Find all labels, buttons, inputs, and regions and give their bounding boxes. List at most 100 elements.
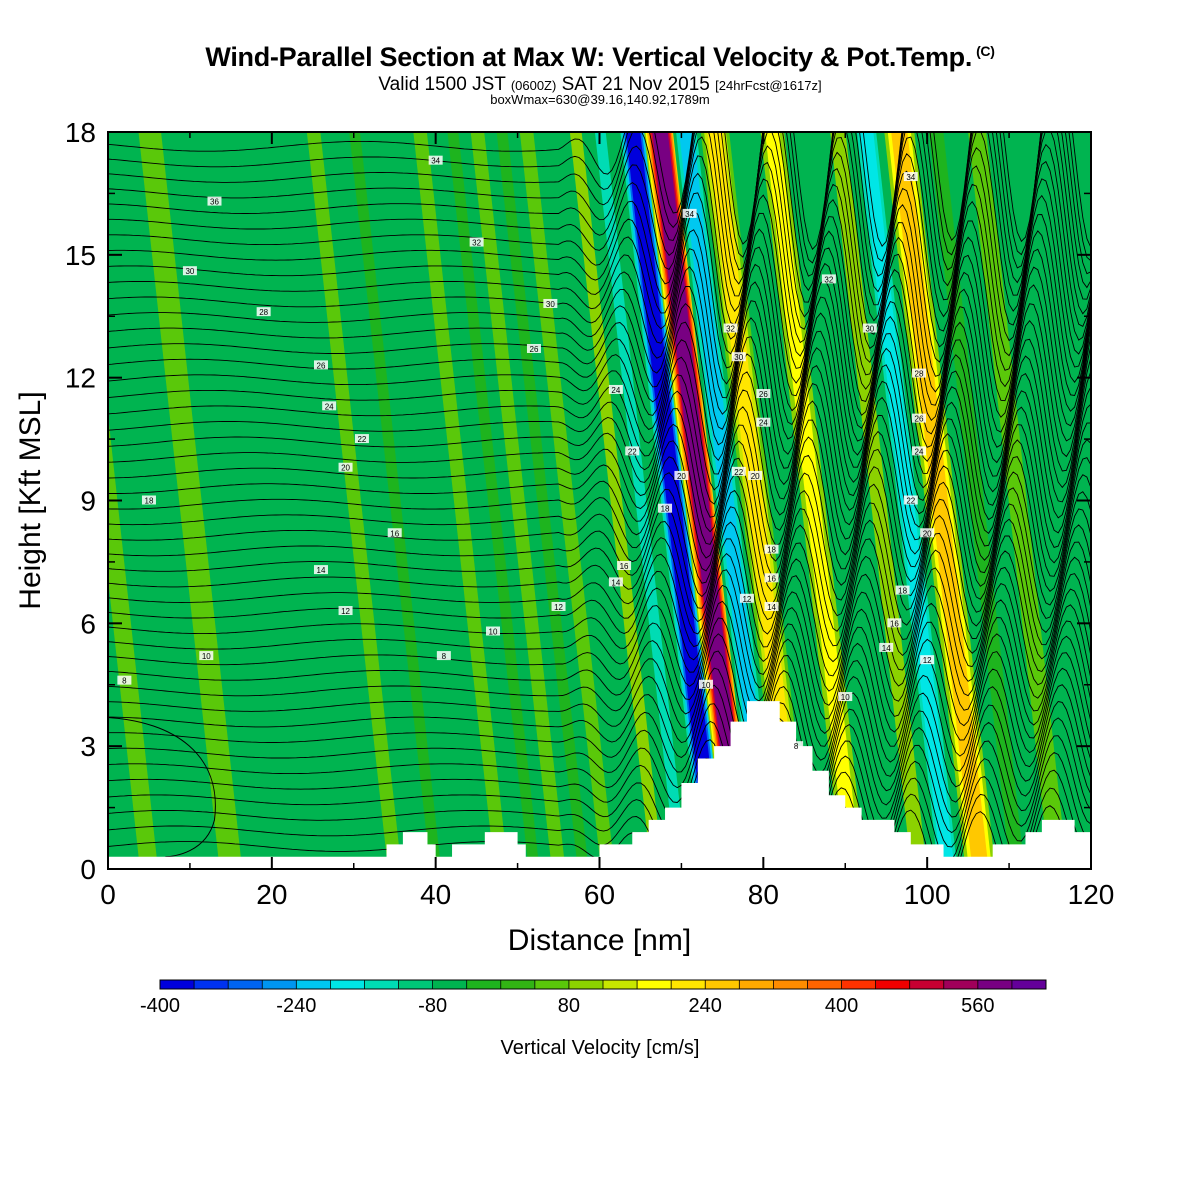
theta-label-bg <box>731 352 746 362</box>
theta-label-32: 22 <box>731 466 746 477</box>
colorbar-tick-label-5: 400 <box>825 995 858 1017</box>
theta-label-text: 14 <box>882 644 891 653</box>
theta-label-31: 20 <box>748 470 763 481</box>
theta-label-bg <box>207 196 222 206</box>
theta-label-25: 8 <box>436 651 451 661</box>
theta-label-24: 10 <box>486 626 501 637</box>
theta-label-text: 30 <box>185 267 194 276</box>
theta-label-42: 28 <box>911 368 926 379</box>
theta-label-45: 22 <box>903 495 918 506</box>
y-tick-label-1: 3 <box>80 731 96 762</box>
theta-label-bg <box>764 601 779 611</box>
x-axis-label: Distance [nm] <box>508 924 691 957</box>
theta-contour-35 <box>108 212 1091 393</box>
theta-label-bg <box>756 417 771 427</box>
theta-label-19: 20 <box>674 470 689 481</box>
theta-label-text: 10 <box>202 652 211 661</box>
theta-contour-7 <box>108 684 1091 792</box>
velocity-band-15-2 <box>707 132 804 869</box>
chart-title: Wind-Parallel Section at Max W: Vertical… <box>205 42 995 72</box>
theta-label-11: 30 <box>182 266 197 276</box>
x-tick-label-3: 60 <box>584 879 615 910</box>
theta-contour-29 <box>108 312 1091 477</box>
theta-label-bg <box>756 389 771 399</box>
theta-label-text: 24 <box>611 386 620 395</box>
theta-contour-labels: 8101214161820222426283032343630262422201… <box>117 155 935 751</box>
theta-contour-11 <box>108 617 1091 735</box>
theta-label-bg <box>674 470 689 480</box>
y-tick-label-2: 6 <box>80 608 96 639</box>
theta-label-bg <box>387 528 402 538</box>
valid-utc-time: (0600Z) <box>510 78 557 93</box>
velocity-band-11-1 <box>594 132 687 869</box>
theta-label-bg <box>543 298 558 308</box>
theta-label-bg <box>617 561 632 571</box>
theta-label-10: 28 <box>256 307 271 317</box>
theta-contour-14 <box>108 566 1091 692</box>
velocity-band-6-0 <box>470 132 566 869</box>
x-tick-label-4: 80 <box>748 879 779 910</box>
colorbar-swatch-5 <box>330 980 365 989</box>
theta-contour-28 <box>108 330 1091 493</box>
theta-label-bg <box>322 401 337 411</box>
x-tick-label-5: 100 <box>904 879 951 910</box>
theta-label-bg <box>486 626 501 636</box>
theta-contour-45 <box>108 132 1091 250</box>
theta-label-text: 22 <box>906 497 915 506</box>
theta-label-44: 24 <box>911 446 926 456</box>
colorbar-swatch-13 <box>603 980 638 989</box>
theta-contour-10 <box>108 633 1091 747</box>
theta-label-37: 10 <box>698 679 713 690</box>
theta-contour-30 <box>108 296 1091 464</box>
theta-label-text: 32 <box>472 239 481 248</box>
theta-contour-31 <box>108 279 1091 448</box>
colorbar-tick-label-0: -400 <box>140 995 180 1017</box>
colorbar-tick-label-1: -240 <box>276 995 316 1017</box>
theta-label-bg <box>338 462 353 472</box>
theta-contour-26 <box>108 364 1091 521</box>
theta-label-20: 18 <box>658 503 673 514</box>
theta-label-bg <box>748 470 763 480</box>
colorbar-swatch-8 <box>432 980 467 989</box>
theta-label-text: 14 <box>767 603 776 612</box>
theta-label-bg <box>338 606 353 616</box>
colorbar-swatch-19 <box>807 980 842 989</box>
theta-label-bg <box>911 413 926 423</box>
theta-contour-38 <box>108 160 1091 350</box>
theta-label-bg <box>887 618 902 628</box>
theta-contour-40 <box>108 132 1091 322</box>
theta-label-bg <box>526 344 541 354</box>
theta-label-17: 24 <box>608 384 623 395</box>
theta-label-text: 14 <box>317 566 326 575</box>
theta-label-6: 20 <box>338 462 353 473</box>
terrain <box>108 701 1091 869</box>
theta-label-bg <box>117 675 132 685</box>
velocity-band-12-4 <box>625 132 722 869</box>
theta-contour-34 <box>108 228 1091 406</box>
theta-label-7: 22 <box>354 434 369 444</box>
theta-contour-16 <box>108 532 1091 663</box>
y-axis-label: Height [Kft MSL] <box>14 391 47 609</box>
theta-label-bg <box>469 237 484 247</box>
theta-contour-41 <box>108 132 1091 306</box>
velocity-band-4-0 <box>413 132 508 869</box>
colorbar-swatch-17 <box>739 980 774 989</box>
colorbar-swatch-6 <box>364 980 399 989</box>
theta-label-51: 10 <box>838 692 853 702</box>
theta-label-text: 24 <box>325 402 334 411</box>
theta-label-bg <box>141 495 156 505</box>
theta-label-21: 16 <box>617 561 632 571</box>
theta-contour-27 <box>108 347 1091 506</box>
theta-contour-lowlevel <box>108 717 216 858</box>
theta-contour-12 <box>108 599 1091 720</box>
theta-label-text: 30 <box>734 353 743 362</box>
theta-label-bg <box>895 585 910 595</box>
theta-label-text: 24 <box>915 447 924 456</box>
theta-label-text: 26 <box>915 415 924 424</box>
theta-label-bg <box>838 692 853 702</box>
theta-label-bg <box>256 307 271 317</box>
theta-label-text: 12 <box>554 603 563 612</box>
theta-contour-37 <box>108 178 1091 364</box>
